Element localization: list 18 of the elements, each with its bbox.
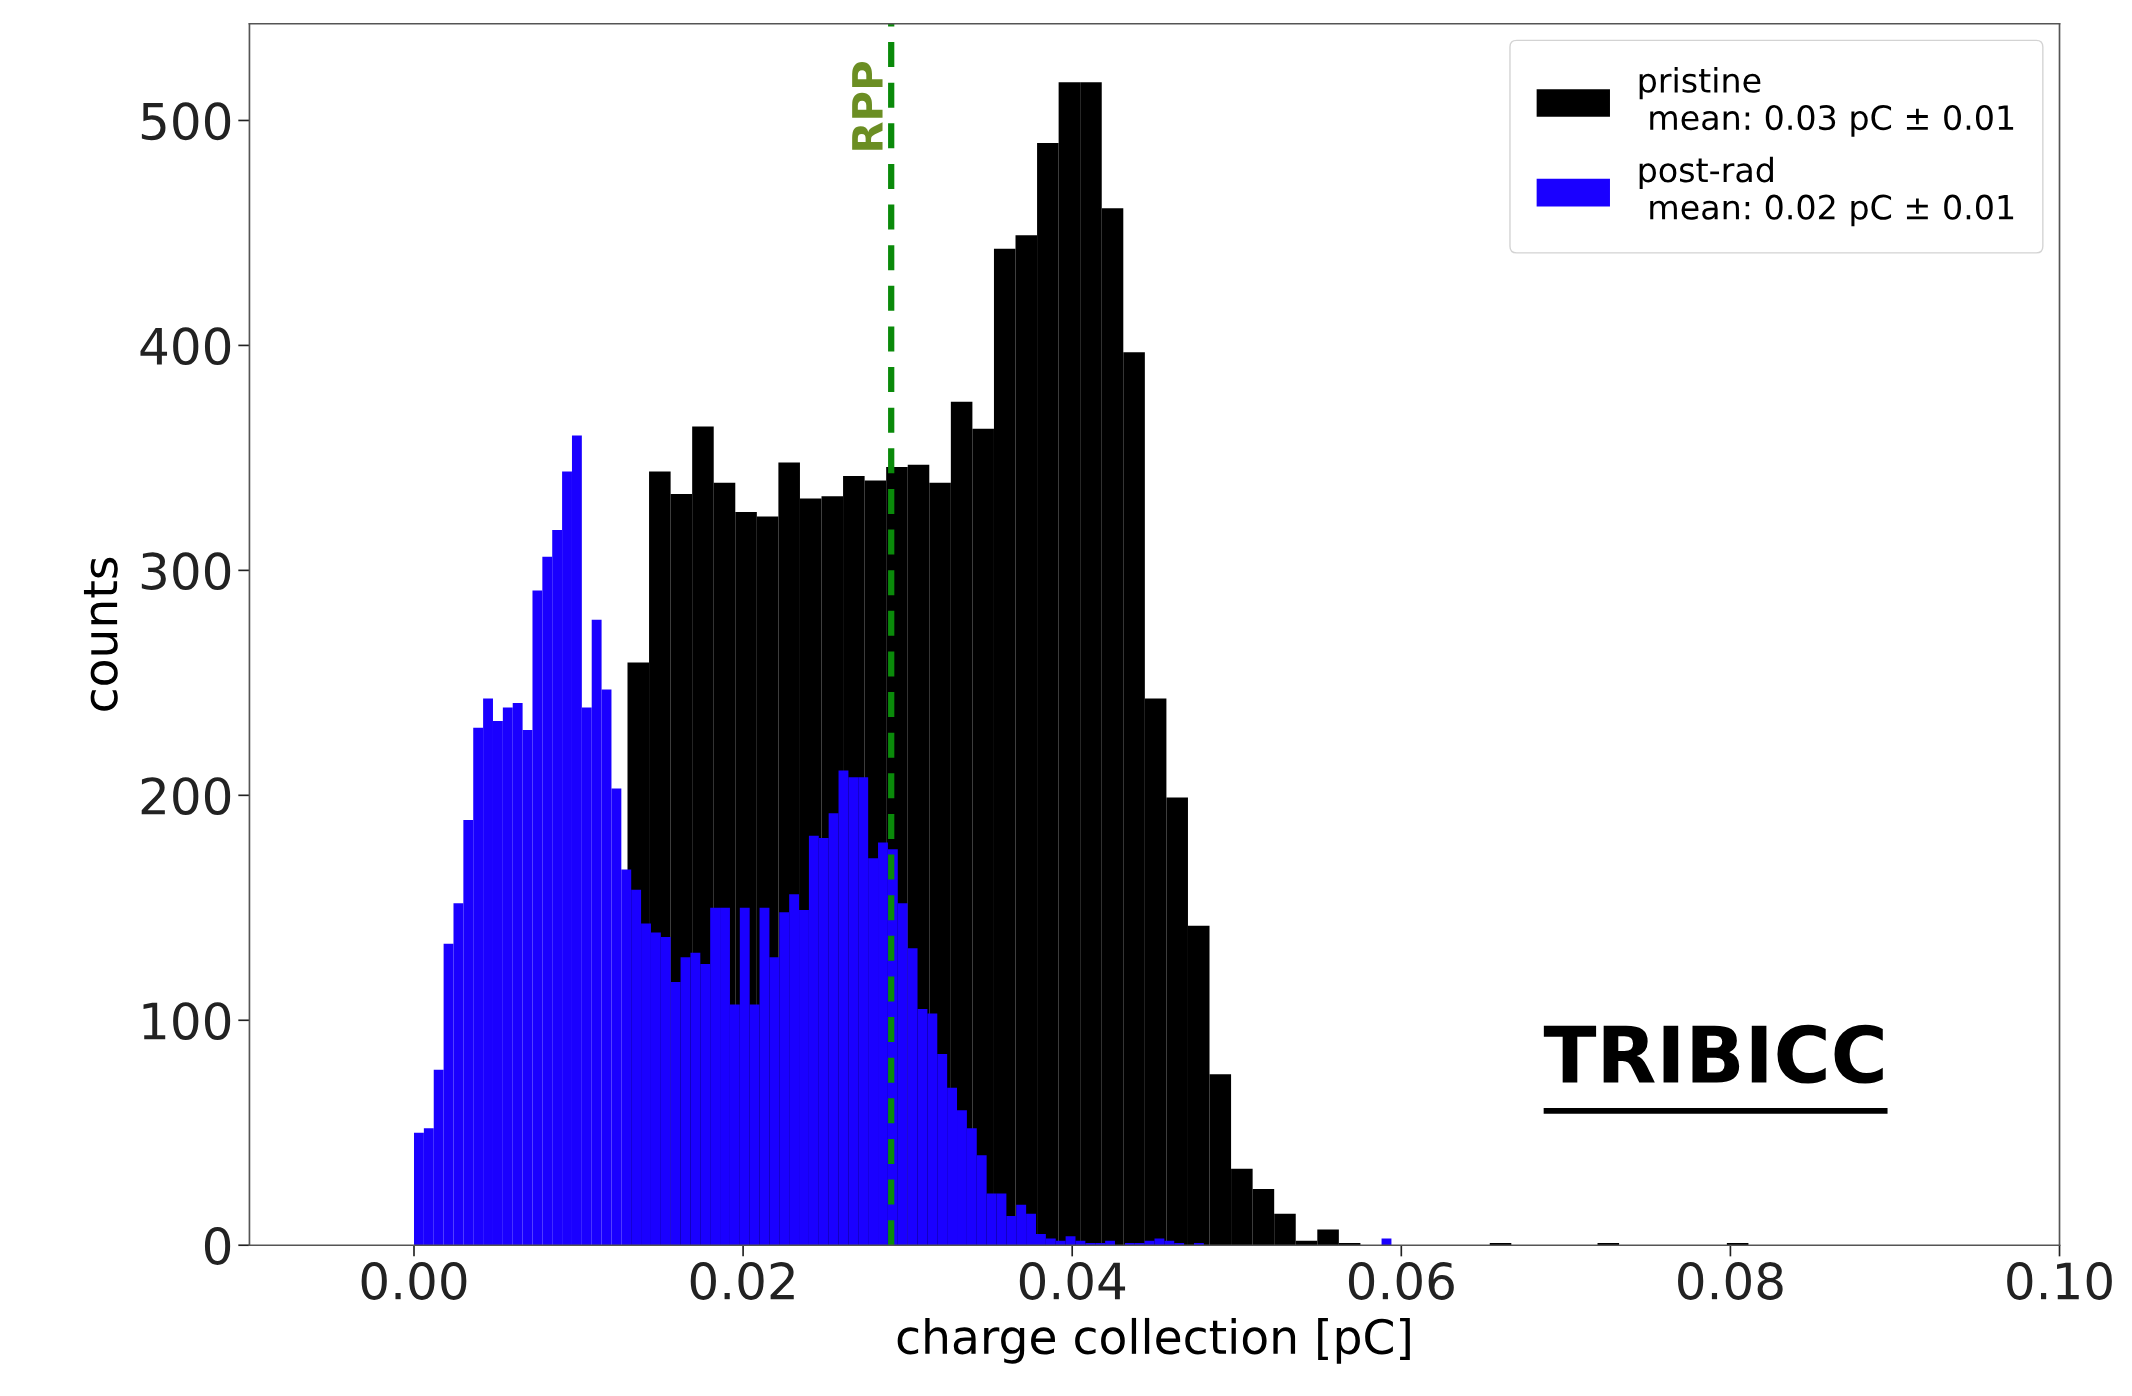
x-tick-label: 0.10 xyxy=(2007,1262,2112,1300)
annotation: TRIBICC xyxy=(1543,1024,1883,1084)
legend-label: post-rad mean: 0.02 pC ± 0.01 xyxy=(1639,156,2014,227)
y-tick-label: 300 xyxy=(141,552,231,591)
ref-line-label: RPP xyxy=(852,62,883,150)
x-tick-label: 0.08 xyxy=(1678,1262,1783,1300)
y-tick-label: 100 xyxy=(143,1002,231,1040)
y-tick-label: 400 xyxy=(140,327,231,366)
x-axis-title: charge collection [pC] xyxy=(897,1317,1410,1364)
x-tick-label: 0.04 xyxy=(1019,1262,1126,1300)
y-tick-label: 0 xyxy=(204,1227,231,1265)
x-tick-label: 0.00 xyxy=(361,1262,467,1300)
legend-label: pristine mean: 0.03 pC ± 0.01 xyxy=(1639,67,2014,137)
y-tick-label: 500 xyxy=(141,102,231,141)
x-tick-label: 0.02 xyxy=(690,1262,794,1300)
y-axis-title: counts xyxy=(83,557,118,711)
x-tick-label: 0.06 xyxy=(1348,1262,1454,1300)
y-tick-label: 200 xyxy=(141,777,231,816)
